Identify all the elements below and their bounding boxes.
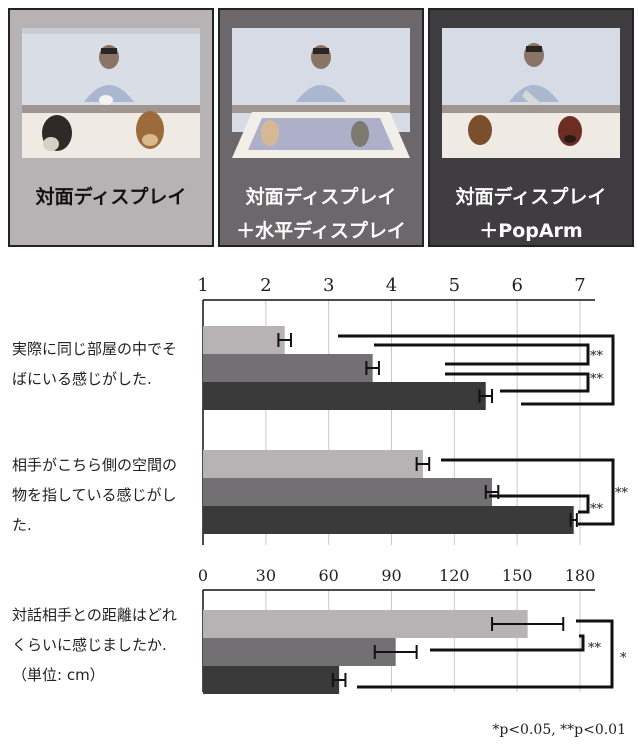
- tick-label-top: 2: [260, 275, 271, 296]
- panel-face-poparm: 対面ディスプレイ ＋PopArm: [428, 8, 634, 247]
- bar: [203, 506, 574, 534]
- tick-label-middle: 150: [502, 566, 533, 585]
- question-label-distance: 対話相手との距離はどれくらいに感じましたか.（単位: cm）: [12, 606, 177, 684]
- panel-label-line1: 対面ディスプレイ: [245, 186, 397, 208]
- photo-face-poparm: [430, 10, 632, 245]
- panel-label-face-display: 対面ディスプレイ: [10, 185, 212, 209]
- tick-label-top: 7: [574, 275, 585, 296]
- panel-label-face-poparm: 対面ディスプレイ ＋PopArm: [430, 185, 632, 243]
- bar: [203, 382, 486, 410]
- significance-footnote: *p<0.05, **p<0.01: [492, 722, 626, 738]
- tick-label-top: 4: [386, 275, 397, 296]
- panel-label-line1: 対面ディスプレイ: [35, 186, 187, 208]
- sig-star: **: [615, 486, 629, 501]
- photo-face-horizontal-display: [220, 10, 422, 245]
- bar: [203, 354, 373, 382]
- bar: [203, 450, 423, 478]
- tick-label-middle: 180: [565, 566, 596, 585]
- sig-star: *: [620, 651, 627, 666]
- bar: [203, 666, 340, 694]
- bar: [203, 478, 493, 506]
- tick-label-top: 3: [323, 275, 334, 296]
- bar: [203, 610, 528, 638]
- sig-star: **: [590, 502, 604, 517]
- sig-bracket: [338, 334, 615, 406]
- tick-label-middle: 30: [256, 566, 276, 585]
- panel-label-line1: 対面ディスプレイ: [455, 186, 607, 208]
- tick-label-top: 6: [511, 275, 522, 296]
- tick-label-middle: 60: [318, 566, 338, 585]
- panel-label-line2: ＋水平ディスプレイ: [236, 220, 406, 242]
- sig-bracket: [489, 494, 590, 514]
- question-label-presence: 実際に同じ部屋の中でそばにいる感じがした.: [12, 340, 178, 388]
- sig-bracket: [374, 343, 590, 366]
- panel-face-horizontal-display: 対面ディスプレイ ＋水平ディスプレイ: [218, 8, 424, 247]
- bar: [203, 638, 396, 666]
- sig-star: **: [590, 349, 604, 364]
- sig-bracket: [441, 458, 615, 526]
- panel-face-display: 対面ディスプレイ: [8, 8, 214, 247]
- sig-bracket: [445, 372, 590, 393]
- tick-label-middle: 90: [381, 566, 401, 585]
- tick-label-middle: 0: [198, 566, 208, 585]
- sig-star: **: [588, 641, 602, 656]
- sig-bracket: [357, 619, 614, 689]
- question-label-pointing: 相手がこちら側の空間の物を指している感じがした.: [12, 456, 178, 534]
- sig-star: **: [590, 372, 604, 387]
- tick-label-middle: 120: [439, 566, 470, 585]
- panel-label-face-horizontal-display: 対面ディスプレイ ＋水平ディスプレイ: [220, 185, 422, 243]
- panel-label-line2: ＋PopArm: [479, 220, 583, 242]
- sig-bracket: [430, 634, 585, 652]
- bar: [203, 326, 285, 354]
- tick-label-top: 5: [449, 275, 460, 296]
- tick-label-top: 1: [197, 275, 208, 296]
- photo-face-display: [10, 10, 212, 245]
